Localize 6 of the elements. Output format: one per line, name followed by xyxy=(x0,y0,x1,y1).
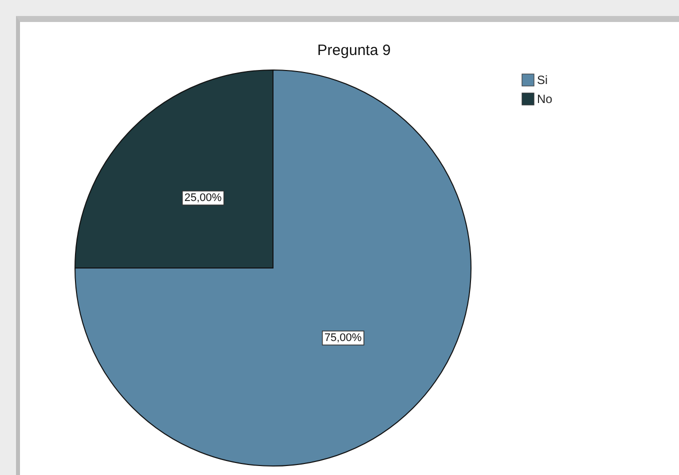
data-label: 25,00% xyxy=(184,192,222,204)
legend-label: Si xyxy=(537,73,548,87)
data-label: 75,00% xyxy=(324,332,362,344)
pie-slice xyxy=(74,70,472,466)
legend-label: No xyxy=(537,92,553,106)
chart-title: Pregunta 9 xyxy=(317,42,391,59)
